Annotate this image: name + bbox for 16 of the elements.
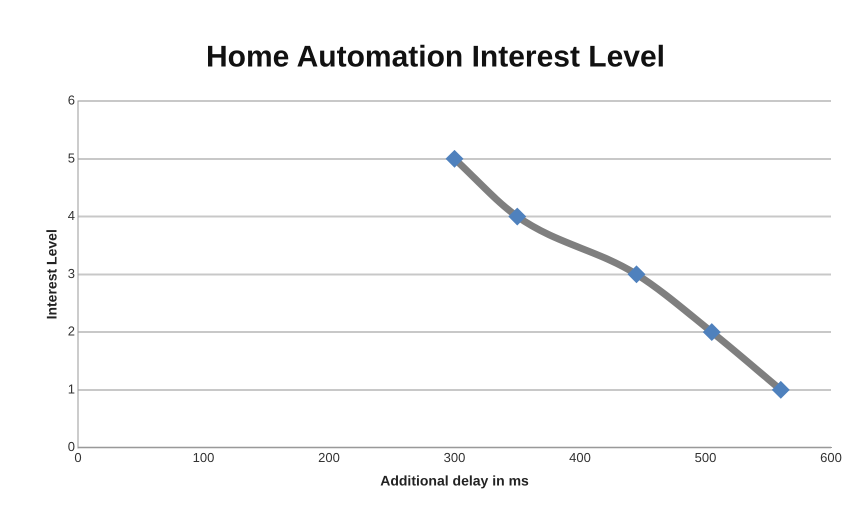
- y-tick-label: 1: [68, 381, 76, 396]
- x-tick-label: 200: [318, 450, 340, 465]
- y-tick-label: 0: [68, 439, 76, 454]
- x-tick-label: 400: [569, 450, 591, 465]
- x-tick-label: 100: [192, 450, 214, 465]
- y-axis-title: Interest Level: [43, 229, 60, 320]
- y-tick-label: 2: [68, 324, 76, 339]
- x-tick-label: 600: [820, 450, 842, 465]
- x-tick-label: 500: [694, 450, 716, 465]
- y-tick-label: 3: [68, 266, 76, 281]
- y-tick-label: 4: [68, 208, 76, 224]
- y-tick-label: 6: [68, 92, 76, 108]
- chart-title: Home Automation Interest Level: [206, 40, 665, 74]
- x-axis-title: Additional delay in ms: [380, 472, 530, 488]
- y-tick-label: 5: [68, 150, 76, 166]
- x-tick-label: 300: [444, 450, 466, 465]
